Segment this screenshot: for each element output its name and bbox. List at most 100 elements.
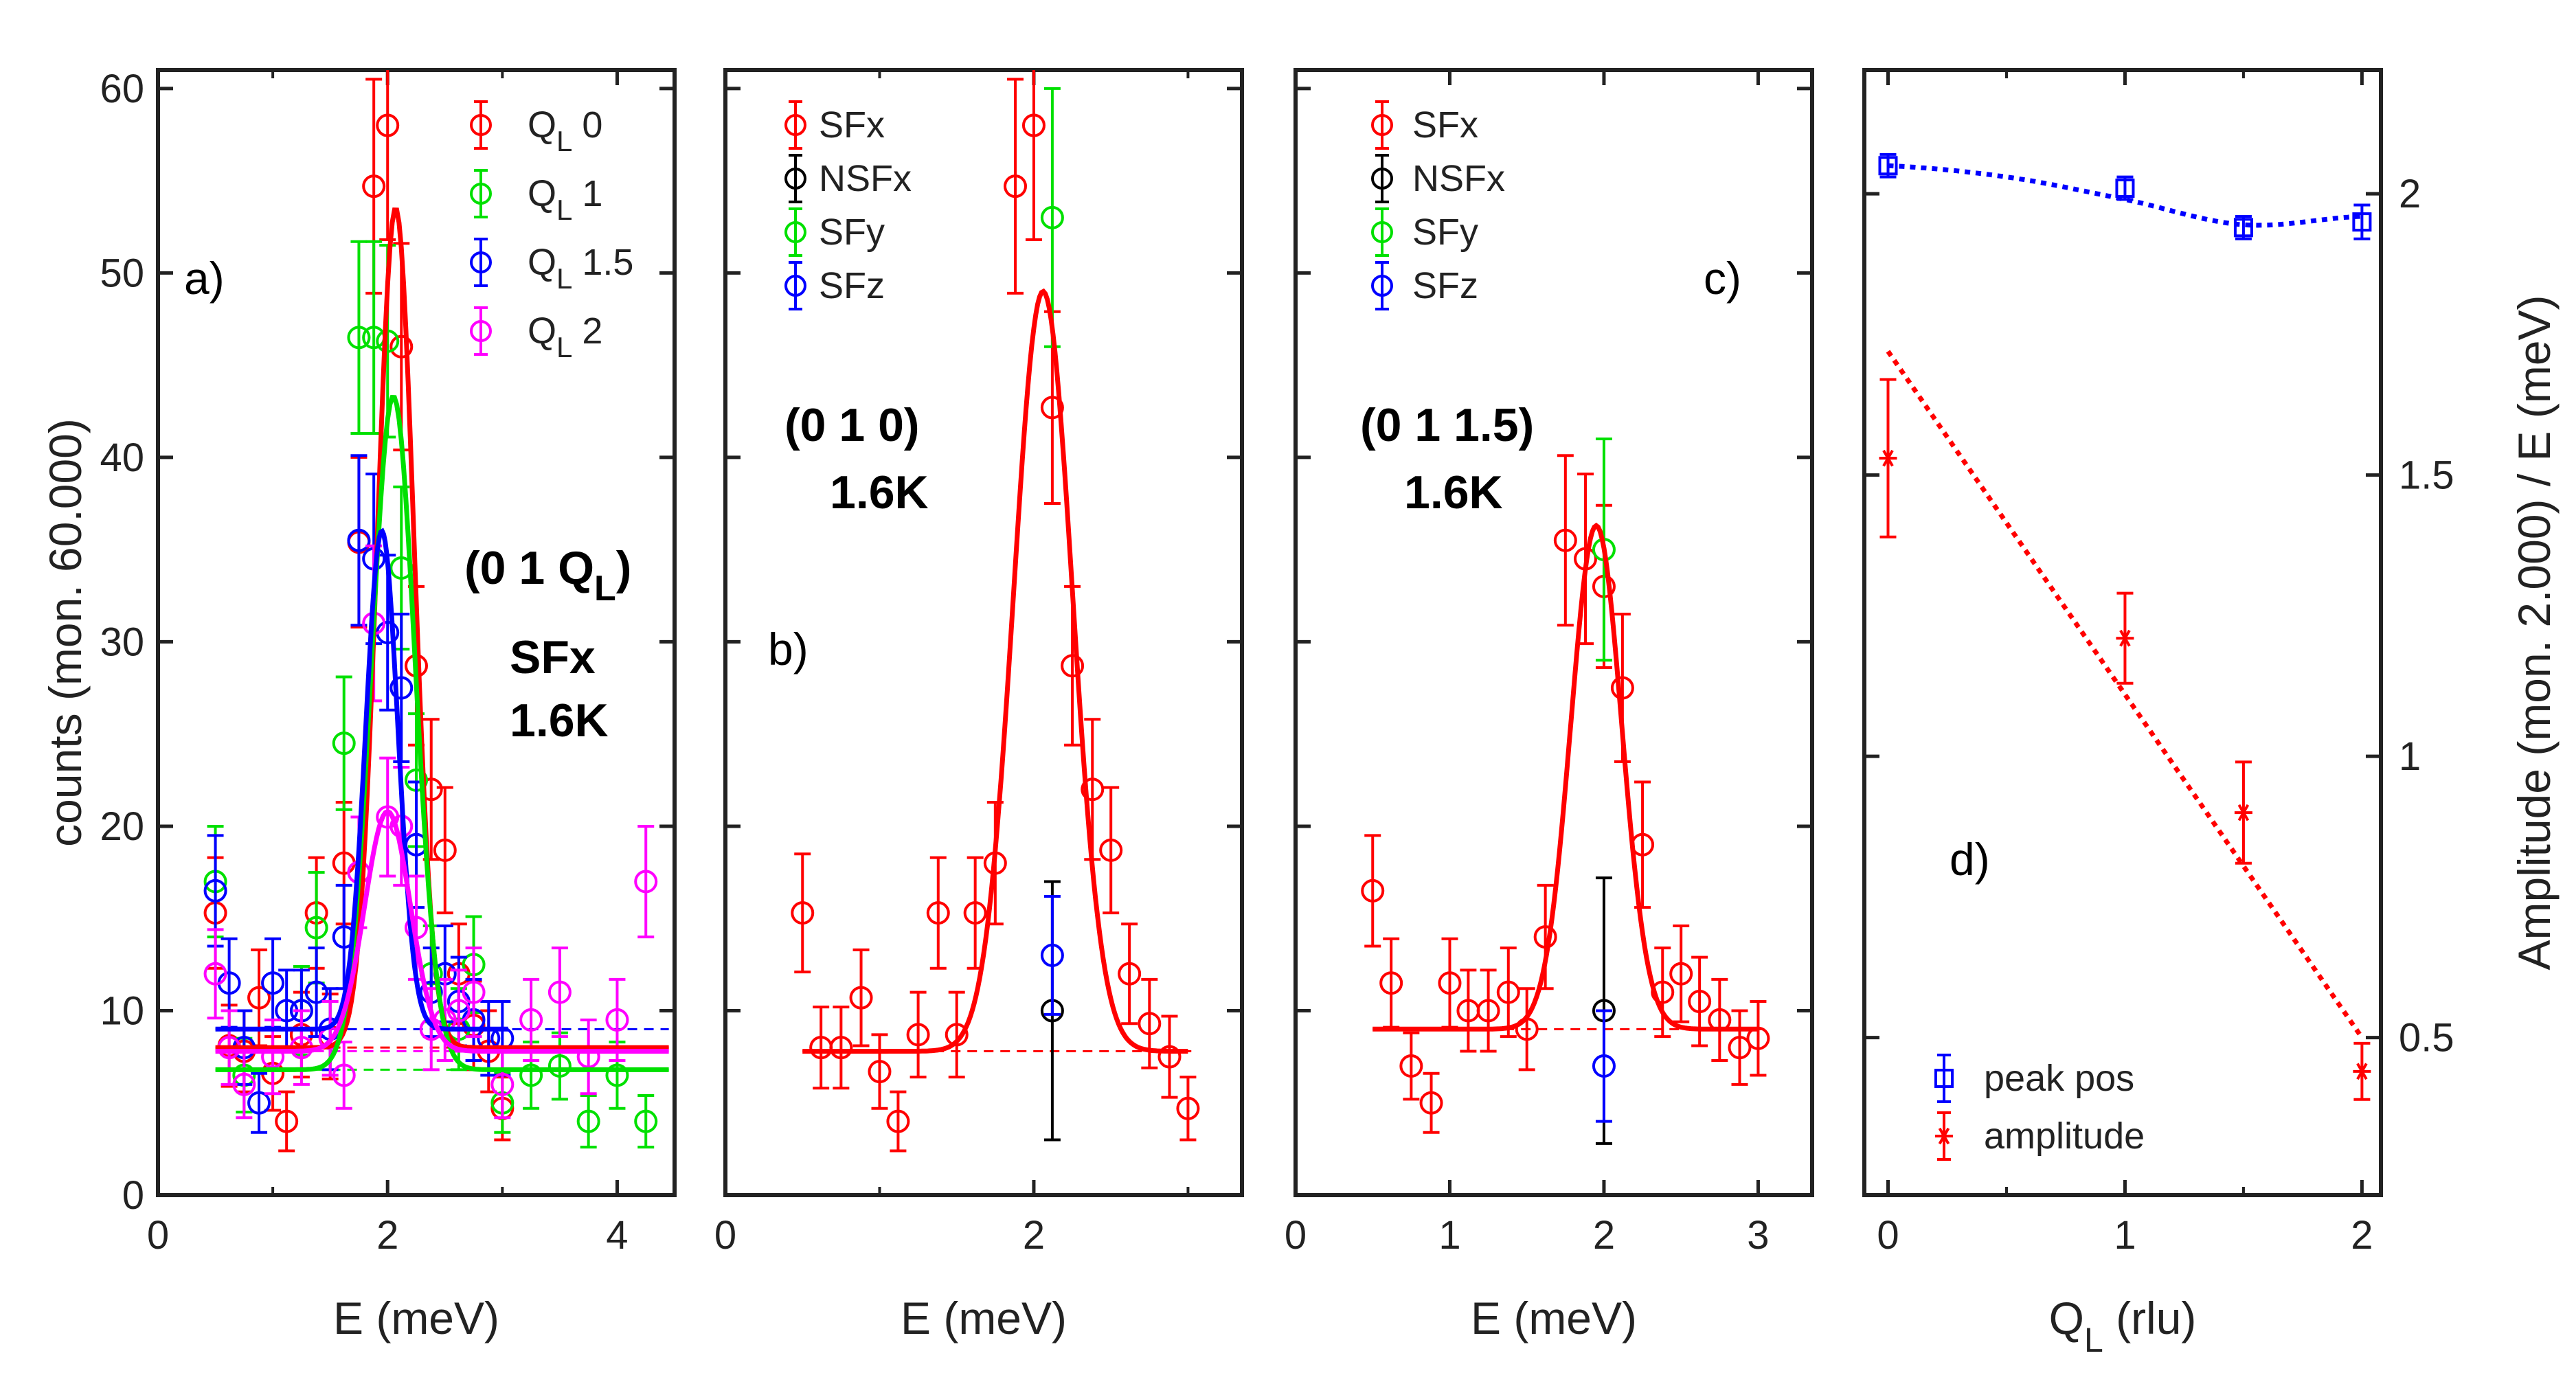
data-point	[1040, 943, 1064, 967]
panel-c-legend-entry-0: SFx	[1412, 104, 1478, 146]
data-point	[1118, 962, 1142, 986]
panel-d-legend-entry-1: amplitude	[1984, 1115, 2145, 1157]
panel-a-xlabel: E (meV)	[333, 1293, 499, 1343]
panel-b-legend-entry-2: SFy	[819, 212, 885, 253]
data-point	[1496, 980, 1520, 1004]
data-point	[576, 1109, 600, 1133]
x-tick-label: 0	[1285, 1213, 1307, 1258]
legend-sub: L	[556, 125, 572, 157]
x-tick-label: 2	[2351, 1213, 2373, 1258]
legend-val: 2	[582, 310, 602, 352]
x-tick-label: 0	[1877, 1213, 1899, 1258]
y-tick-label: 30	[100, 620, 144, 664]
data-point	[447, 999, 471, 1023]
panel-d-legend-markers	[1934, 1054, 1954, 1161]
panel-d-ylabel: Amplitude (mon. 2.000) / E (meV)	[2509, 295, 2560, 970]
legend-val: 0	[582, 104, 602, 146]
legend-d-blue-marker	[1934, 1069, 1954, 1088]
y-tick-label: 1	[2399, 734, 2421, 779]
legend-a-green-marker	[470, 183, 492, 205]
data-point	[886, 1109, 910, 1133]
panel-d-xlabel-rest: (rlu)	[2103, 1293, 2197, 1343]
fit-curve	[1372, 522, 1759, 1032]
x-tick-label: 1	[1438, 1213, 1460, 1258]
data-point	[1099, 838, 1123, 862]
panel-c-annotation-q: (0 1 1.5)	[1360, 399, 1534, 451]
panel-b-label: b)	[768, 624, 809, 674]
data-point	[1610, 676, 1634, 700]
data-point	[275, 1109, 299, 1133]
panel-c-legend: SFx NSFx SFy SFz	[1371, 100, 1505, 310]
data-point	[1419, 1091, 1443, 1115]
fit-curve	[802, 288, 1188, 1054]
data-point	[347, 326, 371, 350]
panel-c-data	[1361, 438, 1770, 1145]
panel-c-ticks: 0 1 2 3	[1285, 70, 1812, 1258]
panel-d-xlabel: QL (rlu)	[2049, 1293, 2197, 1359]
panel-a-annotation-q-base: (0 1 Q	[464, 542, 594, 594]
data-point	[945, 1023, 969, 1047]
legend-b-black-marker	[784, 168, 806, 190]
panel-a-annotation-q-close: )	[616, 542, 632, 594]
legend-c-red-marker	[1371, 114, 1393, 136]
legend-q: Q	[528, 310, 556, 352]
data-point	[1157, 1045, 1182, 1069]
panel-c-annotation-temp: 1.6K	[1404, 466, 1503, 519]
y-tick-label: 40	[100, 435, 144, 480]
panel-a-annotation-q-sub: L	[594, 569, 616, 609]
data-point	[1438, 971, 1462, 995]
x-tick-label: 4	[606, 1213, 628, 1258]
data-point	[1878, 156, 1898, 176]
y-tick-label: 10	[100, 988, 144, 1033]
data-point	[547, 980, 572, 1004]
data-point	[1040, 396, 1064, 420]
panel-a-legend-markers	[470, 100, 492, 356]
panel-b-annotation-q: (0 1 0)	[784, 399, 920, 451]
y-tick-label: 20	[100, 804, 144, 849]
data-point	[2119, 629, 2131, 647]
fit-line-blue	[1888, 163, 2362, 228]
data-point	[1004, 174, 1028, 199]
data-point	[829, 1036, 853, 1060]
y-tick-label: 2	[2399, 172, 2421, 216]
legend-c-green-marker	[1371, 221, 1393, 243]
data-point	[203, 878, 227, 903]
panel-b-xlabel: E (meV)	[901, 1293, 1067, 1343]
data-point	[2352, 212, 2372, 232]
panel-a-annotation-q: (0 1 QL)	[464, 542, 631, 609]
legend-b-green-marker	[784, 221, 806, 243]
data-point	[1040, 205, 1064, 229]
data-point	[1361, 878, 1385, 903]
data-point	[519, 1063, 543, 1087]
x-tick-label: 0	[147, 1213, 169, 1258]
data-point	[389, 334, 414, 359]
y-tick-label: 50	[100, 251, 144, 295]
data-point	[261, 971, 285, 995]
panel-c-label: c)	[1704, 253, 1741, 304]
data-point	[332, 731, 356, 756]
panel-a-legend: QL 0 QL 1 QL 1.5 QL 2	[470, 100, 633, 363]
data-point	[963, 901, 987, 925]
legend-val: 1	[582, 173, 602, 214]
data-point	[849, 986, 873, 1010]
panel-a-frame	[156, 68, 677, 1197]
data-point	[1399, 1054, 1423, 1078]
data-point	[203, 962, 227, 986]
data-point	[1728, 1036, 1752, 1060]
panel-c-legend-entry-3: SFz	[1412, 265, 1478, 306]
data-point	[1592, 1054, 1616, 1078]
data-point	[247, 986, 271, 1010]
y-tick-label: 60	[100, 67, 144, 111]
fit-curve-green	[215, 394, 669, 1072]
data-point	[1882, 449, 1894, 467]
data-point	[634, 1109, 658, 1133]
panel-b-data	[791, 70, 1200, 1153]
x-tick-label: 3	[1747, 1213, 1769, 1258]
fit-curve-magenta	[215, 808, 669, 1054]
panel-d-data	[1878, 152, 2372, 1101]
data-point	[926, 901, 950, 925]
y-tick-label: 1.5	[2399, 453, 2454, 498]
data-point	[304, 980, 328, 1004]
